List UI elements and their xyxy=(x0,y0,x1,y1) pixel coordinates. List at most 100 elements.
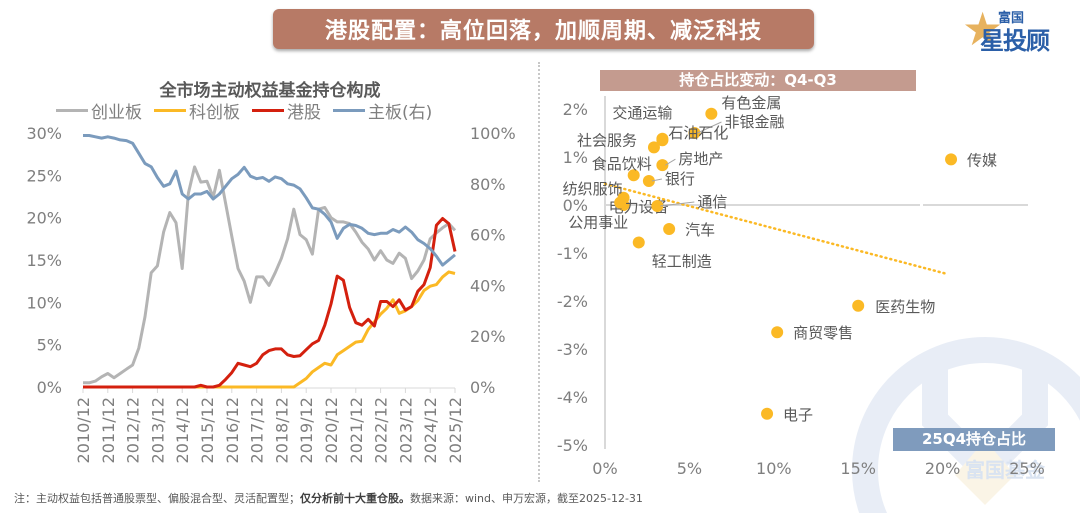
y-tick-label: 30% xyxy=(26,124,62,143)
x-tick-label: 2010/12 xyxy=(74,397,93,463)
scatter-point xyxy=(945,153,958,166)
page-title: 港股配置：高位回落，加顺周期、减泛科技 xyxy=(324,19,762,44)
y-tick-label: -5% xyxy=(557,436,588,455)
y2-tick-label: 80% xyxy=(470,175,506,194)
series-line-创业板 xyxy=(83,165,457,385)
x-tick-label: 2015/12 xyxy=(198,397,217,463)
point-label: 医药生物 xyxy=(875,298,935,316)
footnote-suffix: 数据来源：wind、申万宏源，截至2025-12-31 xyxy=(410,492,643,505)
y-tick-label: 20% xyxy=(26,209,62,228)
x-tick-label: 15% xyxy=(840,459,876,478)
x-tick-label: 10% xyxy=(756,459,792,478)
left-chart-legend: 创业板 科创板 港股 主板(右) xyxy=(56,98,432,123)
left-line-chart: 0% 5% 10% 15% 20% 25% 30% 0% 20% 40% 60% 80% 100% 201… xyxy=(26,124,516,463)
scatter-point xyxy=(656,132,669,145)
point-label: 非银金融 xyxy=(724,113,784,131)
x-tick-label: 2022/12 xyxy=(372,397,391,463)
scatter-point xyxy=(656,159,669,172)
point-label: 食品饮料 xyxy=(592,155,652,173)
scatter-point xyxy=(651,199,664,212)
label-leader-line xyxy=(665,158,676,166)
series-line-港股 xyxy=(83,217,457,389)
y2-tick-label: 40% xyxy=(470,276,506,295)
y2-tick-label: 0% xyxy=(470,378,495,397)
x-tick-label: 2024/12 xyxy=(421,397,440,463)
y-tick-label: -3% xyxy=(557,340,588,359)
page-title-banner: 港股配置：高位回落，加顺周期、减泛科技 xyxy=(273,9,814,49)
legend-item: 科创板 xyxy=(154,98,240,123)
point-label: 交通运输 xyxy=(612,104,672,122)
legend-swatch xyxy=(56,109,88,112)
y2-tick-label: 20% xyxy=(470,327,506,346)
label-leader-line xyxy=(651,178,662,182)
panel-divider xyxy=(538,62,540,482)
x-tick-label: 2013/12 xyxy=(148,397,167,463)
right-chart-title: 持仓占比变动：Q4-Q3 xyxy=(600,70,916,91)
point-label: 电子 xyxy=(783,406,813,424)
scatter-point xyxy=(627,169,640,182)
scatter-point xyxy=(647,141,660,154)
point-label: 有色金属 xyxy=(721,94,781,112)
y2-tick-label: 60% xyxy=(470,226,506,245)
x-tick-label: 2016/12 xyxy=(223,397,242,463)
trendline xyxy=(603,182,949,276)
x-tick-label: 2019/12 xyxy=(297,397,316,463)
footnote: 注：主动权益包括普通股票型、偏股混合型、灵活配置型；仅分析前十大重仓股。数据来源… xyxy=(14,490,643,506)
x-tick-label: 2018/12 xyxy=(272,397,291,463)
point-label: 纺织服饰 xyxy=(563,180,623,198)
point-label: 石油石化 xyxy=(668,124,728,142)
x-tick-label: 2017/12 xyxy=(248,397,267,463)
x-tick-label: 20% xyxy=(925,459,961,478)
x-tick-label: 2025/12 xyxy=(446,397,465,463)
left-chart-title: 全市场主动权益基金持仓构成 xyxy=(159,81,381,101)
footnote-bold: 仅分析前十大重仓股。 xyxy=(300,492,410,505)
x-tick-label: 2021/12 xyxy=(347,397,366,463)
scatter-point xyxy=(614,196,627,209)
x-tick-label: 2014/12 xyxy=(173,397,192,463)
y2-tick-label: 100% xyxy=(470,124,516,143)
right-chart-xlabel: 25Q4持仓占比 xyxy=(893,428,1055,451)
star-icon: ★ xyxy=(962,2,1004,56)
point-label: 轻工制造 xyxy=(652,252,712,270)
y-tick-label: 15% xyxy=(26,251,62,270)
y-tick-label: 0% xyxy=(563,196,588,215)
legend-item: 港股 xyxy=(252,98,321,123)
x-tick-label: 2023/12 xyxy=(396,397,415,463)
y-tick-label: 0% xyxy=(37,378,62,397)
footnote-prefix: 注：主动权益包括普通股票型、偏股混合型、灵活配置型； xyxy=(14,492,300,505)
scatter-point xyxy=(771,326,784,339)
point-label: 银行 xyxy=(665,170,695,188)
x-tick-label: 5% xyxy=(677,459,702,478)
legend-label: 港股 xyxy=(287,103,321,123)
label-leader-line xyxy=(697,121,722,134)
x-tick-label: 25% xyxy=(1009,459,1045,478)
y-tick-label: -4% xyxy=(557,388,588,407)
watermark-text: 富国基金 xyxy=(965,458,1046,482)
scatter-point xyxy=(761,407,774,420)
scatter-point xyxy=(705,107,718,120)
x-tick-label: 0% xyxy=(592,459,617,478)
y-tick-label: 10% xyxy=(26,293,62,312)
y-tick-label: 25% xyxy=(26,166,62,185)
legend-label: 科创板 xyxy=(189,103,240,123)
legend-swatch xyxy=(333,109,365,112)
y-tick-label: 1% xyxy=(563,148,588,167)
series-line-主板(右) xyxy=(83,134,456,267)
legend-item: 主板(右) xyxy=(333,98,432,123)
point-label: 汽车 xyxy=(685,221,715,239)
legend-swatch xyxy=(154,109,186,112)
x-tick-label: 2011/12 xyxy=(99,397,118,463)
legend-swatch xyxy=(252,109,284,112)
point-label: 公用事业 xyxy=(568,214,628,232)
point-label: 商贸零售 xyxy=(793,324,853,342)
point-label: 通信 xyxy=(697,193,727,211)
y-tick-label: 2% xyxy=(563,100,588,119)
brand-top-text: 富国 xyxy=(998,11,1025,26)
legend-label: 主板(右) xyxy=(368,103,433,123)
point-label: 社会服务 xyxy=(577,131,637,149)
scatter-point xyxy=(642,175,655,187)
point-label: 传媒 xyxy=(967,151,997,169)
legend-item: 创业板 xyxy=(56,98,142,123)
